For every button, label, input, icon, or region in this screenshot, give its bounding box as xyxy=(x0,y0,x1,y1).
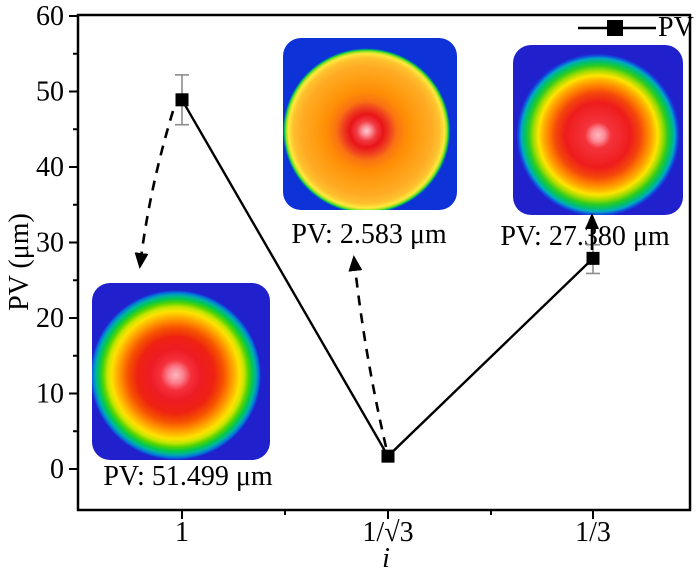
surface-map-i-1 xyxy=(92,283,270,460)
data-point-marker xyxy=(175,93,189,107)
y-tick-label: 50 xyxy=(36,77,64,108)
pv-series-line xyxy=(180,99,594,459)
legend-label: PV xyxy=(658,12,694,43)
x-axis-title: i xyxy=(382,543,390,574)
surface-map-pv-label-3: PV: 27.380 μm xyxy=(500,221,670,252)
annotation-arrow-1 xyxy=(134,110,175,269)
y-tick-label: 0 xyxy=(50,454,64,485)
legend: PV xyxy=(578,14,694,42)
x-tick-label: 1/3 xyxy=(575,517,611,548)
y-tick-label: 20 xyxy=(36,303,64,334)
legend-line-marker-icon xyxy=(578,20,656,36)
surface-map-i-1-over-3 xyxy=(513,45,683,215)
y-tick-label: 10 xyxy=(36,379,64,410)
plot-frame xyxy=(76,13,692,512)
x-tick-label: 1/√3 xyxy=(362,517,413,548)
x-tick-label: 1 xyxy=(175,517,189,548)
y-tick-label: 60 xyxy=(36,1,64,32)
surface-map-i-1-over-sqrt3 xyxy=(283,38,457,210)
y-tick-label: 40 xyxy=(36,152,64,183)
y-tick-label: 30 xyxy=(36,228,64,259)
surface-map-pv-label-2: PV: 2.583 μm xyxy=(291,219,447,250)
data-point-marker xyxy=(586,251,600,265)
surface-map-pv-label-1: PV: 51.499 μm xyxy=(103,461,273,492)
annotation-arrow-2 xyxy=(348,255,388,448)
data-point-marker xyxy=(381,449,395,463)
